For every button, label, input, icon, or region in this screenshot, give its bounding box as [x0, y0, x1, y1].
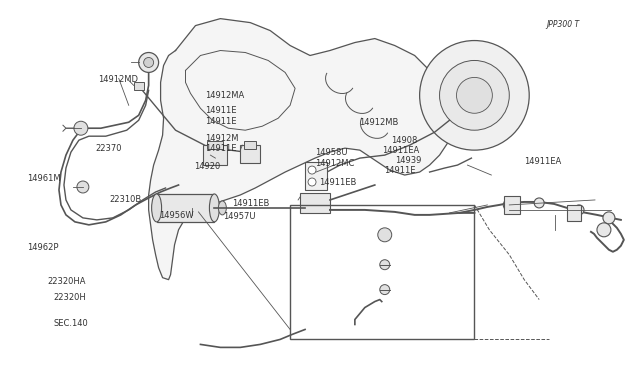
- Text: 14911E: 14911E: [205, 106, 237, 115]
- Text: 22310B: 22310B: [109, 195, 142, 204]
- Circle shape: [440, 61, 509, 130]
- Text: 22320H: 22320H: [54, 293, 86, 302]
- Bar: [300, 193, 330, 213]
- Text: 14920: 14920: [194, 162, 220, 171]
- Text: 14908: 14908: [392, 136, 418, 145]
- Circle shape: [378, 228, 392, 242]
- Circle shape: [574, 205, 584, 215]
- Bar: [134, 82, 143, 90]
- Bar: [204, 145, 227, 165]
- Text: 14957U: 14957U: [223, 212, 255, 221]
- Bar: [244, 141, 256, 149]
- Circle shape: [139, 52, 159, 73]
- Circle shape: [420, 41, 529, 150]
- Bar: [290, 205, 474, 339]
- Text: 14911EA: 14911EA: [383, 146, 420, 155]
- Text: 22370: 22370: [95, 144, 122, 153]
- Circle shape: [380, 260, 390, 270]
- Text: 14911E: 14911E: [384, 166, 415, 175]
- Polygon shape: [440, 76, 490, 115]
- Text: JPP300 T: JPP300 T: [547, 20, 579, 29]
- Text: 14962P: 14962P: [27, 243, 58, 251]
- Circle shape: [603, 212, 615, 224]
- Bar: [567, 205, 581, 221]
- Ellipse shape: [209, 194, 220, 222]
- Ellipse shape: [218, 201, 227, 215]
- Bar: [207, 141, 223, 149]
- Text: SEC.140: SEC.140: [54, 319, 88, 328]
- Ellipse shape: [152, 194, 161, 222]
- Text: 14939: 14939: [396, 156, 422, 165]
- Text: 14912MC: 14912MC: [315, 158, 355, 167]
- Bar: [305, 162, 327, 190]
- Polygon shape: [148, 19, 458, 280]
- Text: 14956W: 14956W: [159, 211, 194, 220]
- Text: 14961M: 14961M: [27, 174, 60, 183]
- Text: 22320HA: 22320HA: [47, 277, 86, 286]
- Bar: [240, 145, 260, 163]
- Text: 14912MB: 14912MB: [360, 119, 399, 128]
- Circle shape: [456, 77, 492, 113]
- Text: 14912MD: 14912MD: [98, 75, 138, 84]
- Circle shape: [77, 181, 89, 193]
- Circle shape: [74, 121, 88, 135]
- Bar: [504, 196, 520, 214]
- Text: 14911E: 14911E: [205, 144, 237, 153]
- Text: 14912MA: 14912MA: [205, 91, 244, 100]
- Text: 14911EB: 14911EB: [232, 199, 269, 208]
- Text: 14912M: 14912M: [205, 134, 239, 143]
- Text: 14911EA: 14911EA: [524, 157, 561, 166]
- Text: 14911EB: 14911EB: [319, 178, 356, 187]
- Circle shape: [597, 223, 611, 237]
- Circle shape: [308, 166, 316, 174]
- Text: 14958U: 14958U: [315, 148, 348, 157]
- Text: 14911E: 14911E: [205, 117, 237, 126]
- Circle shape: [308, 178, 316, 186]
- Circle shape: [380, 285, 390, 295]
- Circle shape: [534, 198, 544, 208]
- Circle shape: [503, 199, 515, 211]
- Circle shape: [143, 58, 154, 67]
- Bar: [157, 194, 214, 222]
